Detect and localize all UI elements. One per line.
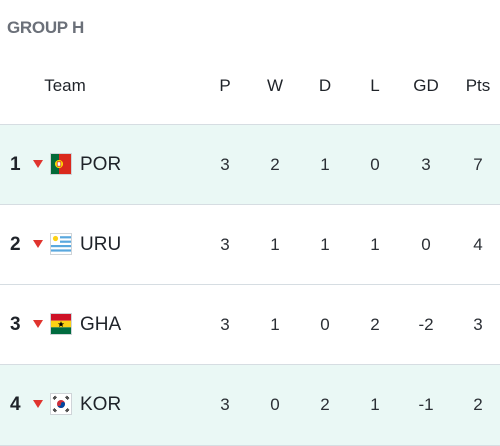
lost-value: 2 [370,315,380,334]
points-value: 4 [473,235,483,254]
header-won: W [266,76,284,95]
arrow-down-icon [33,240,43,248]
portugal-flag-icon [50,153,72,175]
played-value: 3 [220,315,230,334]
lost-value: 0 [370,155,380,174]
position-number: 2 [10,234,21,255]
table-row[interactable]: 1 POR 3 2 1 0 3 7 [0,124,500,205]
won-value: 2 [270,155,280,174]
ghana-flag-icon [50,313,72,335]
points-value: 7 [473,155,483,174]
won-value: 1 [270,315,280,334]
goal-difference-value: -1 [418,395,434,414]
position-number: 4 [10,394,21,415]
points-value: 2 [473,395,483,414]
lost-value: 1 [370,235,380,254]
team-name[interactable]: KOR [80,394,122,415]
header-lost: L [370,76,380,95]
drawn-value: 2 [320,395,330,414]
arrow-down-icon [33,400,43,408]
standings-header: Team P W D L GD Pts [0,68,500,104]
team-name[interactable]: URU [80,234,122,255]
played-value: 3 [220,155,230,174]
table-row[interactable]: 4 KOR 3 0 2 1 -1 2 [0,364,500,446]
won-value: 1 [270,235,280,254]
drawn-value: 1 [320,155,330,174]
position-number: 3 [10,314,21,335]
goal-difference-value: 0 [421,235,431,254]
south-korea-flag-icon [50,393,72,415]
drawn-value: 0 [320,315,330,334]
drawn-value: 1 [320,235,330,254]
position-number: 1 [10,154,21,175]
played-value: 3 [220,395,230,414]
lost-value: 1 [370,395,380,414]
uruguay-flag-icon [50,233,72,255]
table-row[interactable]: 3 GHA 3 1 0 2 -2 3 [0,284,500,365]
group-title: GROUP H [7,18,84,37]
played-value: 3 [220,235,230,254]
team-name[interactable]: GHA [80,314,122,335]
header-team: Team [44,76,86,95]
table-row[interactable]: 2 URU 3 1 1 1 0 4 [0,204,500,285]
header-drawn: D [318,76,332,95]
goal-difference-value: -2 [418,315,434,334]
team-name[interactable]: POR [80,154,122,175]
points-value: 3 [473,315,483,334]
arrow-down-icon [33,320,43,328]
header-goal-difference: GD [413,76,439,95]
header-points: Pts [465,76,491,95]
goal-difference-value: 3 [421,155,431,174]
header-played: P [219,76,231,95]
won-value: 0 [270,395,280,414]
arrow-down-icon [33,160,43,168]
